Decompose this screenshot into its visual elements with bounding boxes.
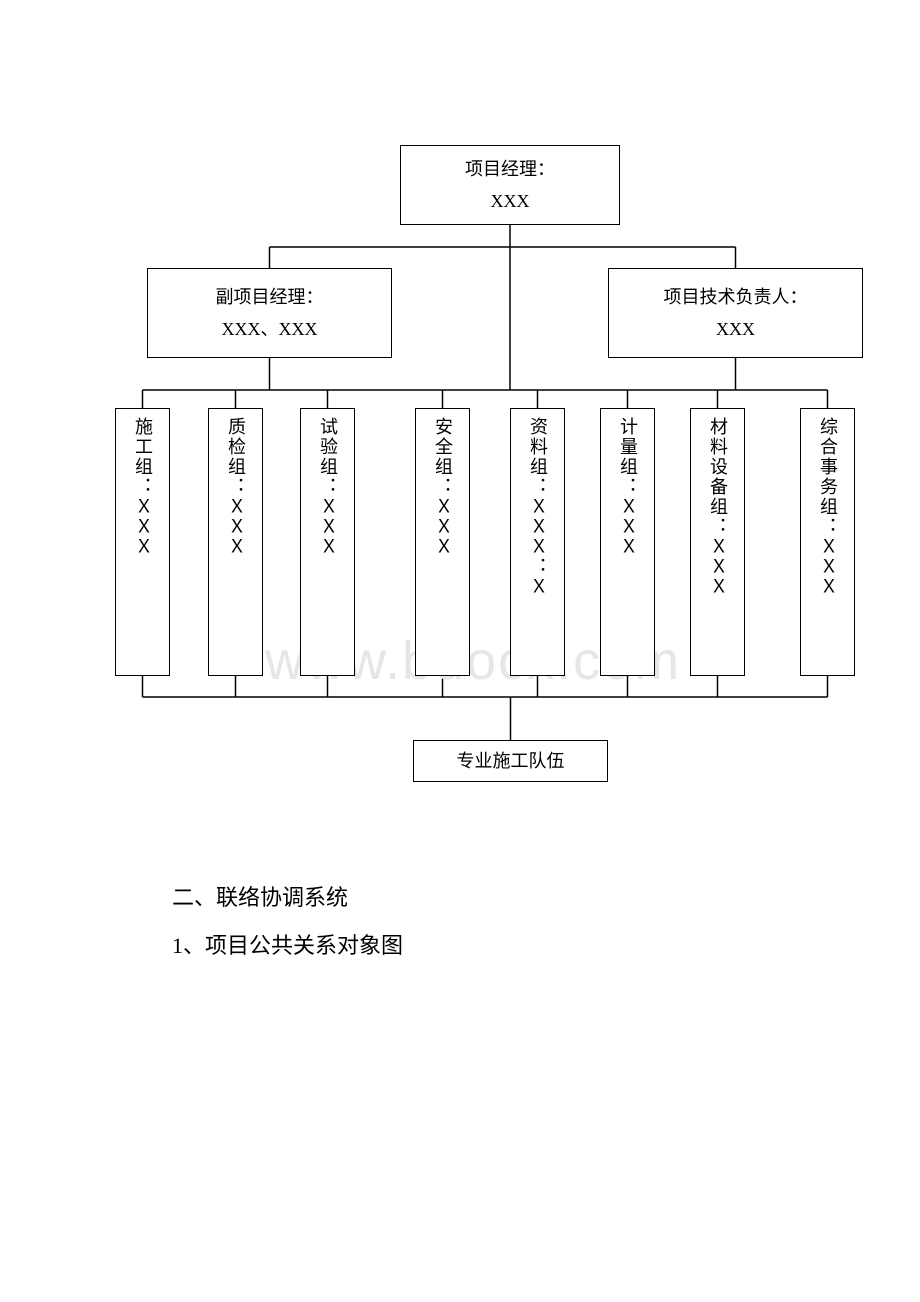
node-name: XXX、XXX — [222, 313, 318, 345]
node-label: 专业施工队伍 — [457, 745, 565, 777]
node-construction-group: 施工组：ＸＸＸ — [115, 408, 170, 676]
node-title: 项目经理： — [465, 153, 555, 185]
node-name: XXX — [491, 185, 530, 217]
leaf-label: 资料组：ＸＸＸ：Ｘ — [524, 417, 551, 597]
node-general-group: 综合事务组：ＸＸＸ — [800, 408, 855, 676]
leaf-label: 材料设备组：ＸＸＸ — [704, 417, 731, 597]
leaf-label: 计量组：ＸＸＸ — [614, 417, 641, 557]
leaf-label: 综合事务组：ＸＸＸ — [814, 417, 841, 597]
section-item-1: 1、项目公共关系对象图 — [172, 928, 403, 960]
node-title: 项目技术负责人： — [664, 281, 808, 313]
node-measure-group: 计量组：ＸＸＸ — [600, 408, 655, 676]
leaf-label: 施工组：ＸＸＸ — [129, 417, 156, 557]
node-construction-team: 专业施工队伍 — [413, 740, 608, 782]
section-heading-2: 二、联络协调系统 — [172, 880, 348, 912]
node-data-group: 资料组：ＸＸＸ：Ｘ — [510, 408, 565, 676]
node-deputy-manager: 副项目经理： XXX、XXX — [147, 268, 392, 358]
leaf-label: 质检组：ＸＸＸ — [222, 417, 249, 557]
node-qc-group: 质检组：ＸＸＸ — [208, 408, 263, 676]
org-chart: www.bdocx.com 项目经理： XXX 副项目经理： XXX、XXX 项… — [0, 0, 920, 820]
node-name: XXX — [716, 313, 755, 345]
leaf-label: 试验组：ＸＸＸ — [314, 417, 341, 557]
node-title: 副项目经理： — [216, 281, 324, 313]
node-safety-group: 安全组：ＸＸＸ — [415, 408, 470, 676]
node-tech-lead: 项目技术负责人： XXX — [608, 268, 863, 358]
leaf-label: 安全组：ＸＸＸ — [429, 417, 456, 557]
node-material-group: 材料设备组：ＸＸＸ — [690, 408, 745, 676]
node-test-group: 试验组：ＸＸＸ — [300, 408, 355, 676]
node-project-manager: 项目经理： XXX — [400, 145, 620, 225]
